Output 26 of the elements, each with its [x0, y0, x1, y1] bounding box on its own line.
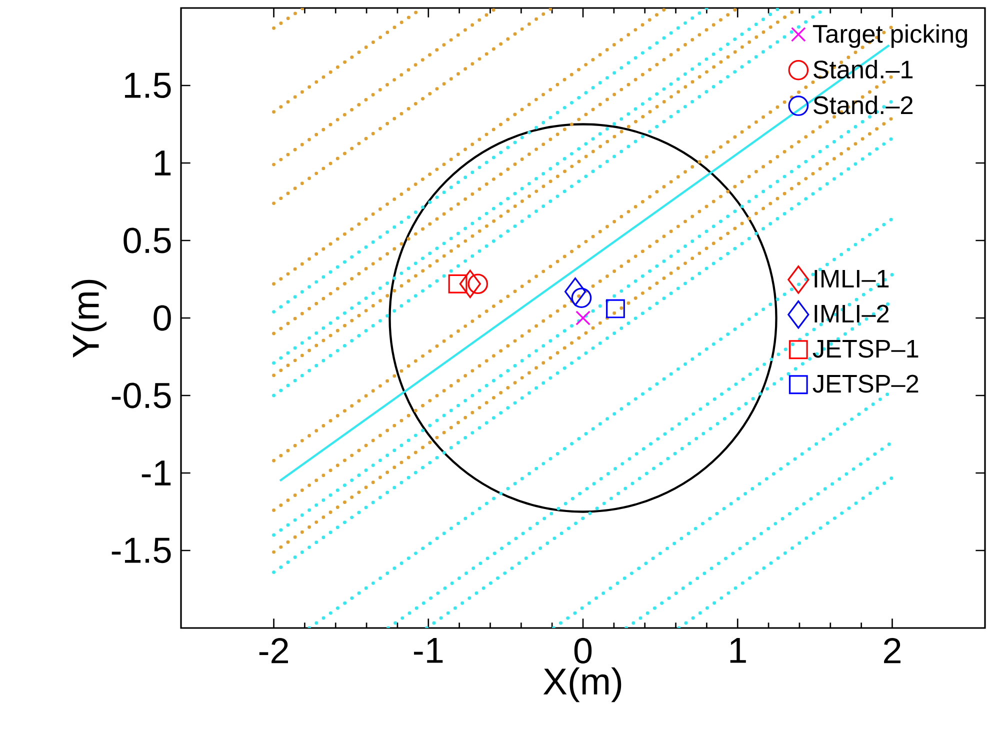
y-tick-label: -1 [142, 460, 171, 486]
point [459, 270, 481, 298]
point [448, 274, 468, 294]
y-tick-label: -0.5 [112, 382, 171, 408]
y-tick-label: 1.5 [124, 72, 171, 98]
y-tick-label: 1 [155, 150, 171, 176]
x-tick-label: 1 [730, 638, 746, 663]
y-tick-label: 0 [154, 305, 171, 331]
x-tick-label: 0 [574, 638, 592, 664]
point [571, 288, 592, 308]
legend-label: JETSP–1 [812, 340, 918, 358]
legend-label: Target picking [812, 24, 968, 48]
y-axis-title: Y(m) [72, 280, 106, 358]
legend-label: Stand.–2 [814, 96, 913, 114]
y-tick-label: -1.5 [112, 538, 171, 564]
point [564, 278, 586, 306]
legend-label: JETSP–2 [812, 374, 918, 393]
point [468, 274, 488, 294]
legend-label: IMLI–2 [814, 304, 889, 322]
x-axis-title: X(m) [543, 667, 622, 702]
legend-label: IMLI–1 [814, 270, 889, 288]
x-tick-label: -1 [414, 638, 443, 663]
x-tick-label: -2 [259, 638, 288, 664]
point [606, 299, 625, 318]
x-tick-label: 2 [884, 638, 900, 664]
y-tick-label: 0.5 [124, 228, 171, 254]
